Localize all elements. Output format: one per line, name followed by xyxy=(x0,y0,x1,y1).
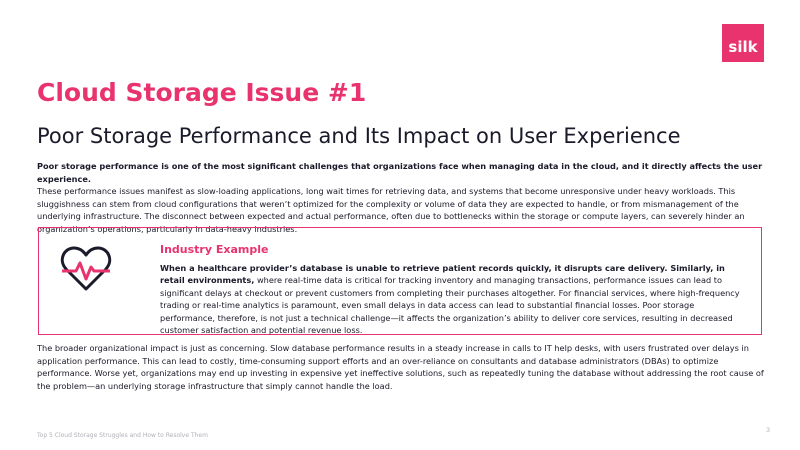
example-box xyxy=(38,227,762,335)
example-body: where real-time data is critical for tra… xyxy=(160,275,740,336)
example-heading: Industry Example xyxy=(160,243,269,256)
heart-icon xyxy=(60,246,112,291)
subtitle: Poor Storage Performance and Its Impact … xyxy=(37,124,681,148)
example-text: When a healthcare provider’s database is… xyxy=(160,262,750,336)
intro-text: These performance issues manifest as slo… xyxy=(37,186,745,234)
example-bold: When a healthcare provider’s database is… xyxy=(160,263,725,286)
logo: silk xyxy=(722,24,764,62)
closing: The broader organizational impact is jus… xyxy=(37,343,764,391)
footer: Top 5 Cloud Storage Struggles and How to… xyxy=(37,432,208,439)
page-number: 3 xyxy=(766,426,771,434)
intro: Poor storage performance is one of the m… xyxy=(37,160,765,236)
title: Cloud Storage Issue #1 xyxy=(37,78,367,107)
intro-bold: Poor storage performance is one of the m… xyxy=(37,161,763,184)
